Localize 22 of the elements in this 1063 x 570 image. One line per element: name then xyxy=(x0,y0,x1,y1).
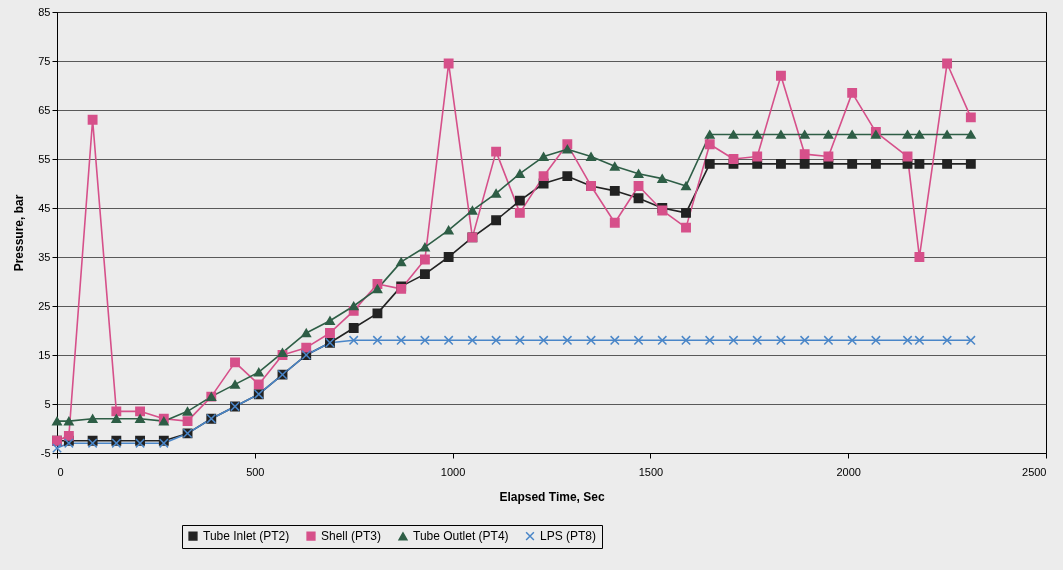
x-tick-label: 1000 xyxy=(440,465,466,478)
legend-label: LPS (PT8) xyxy=(540,529,597,544)
y-axis-title: Pressure, bar xyxy=(12,194,27,272)
x-tick-label: 1500 xyxy=(638,465,664,478)
x-tick-label: 2000 xyxy=(836,465,861,478)
legend-label: Shell (PT3) xyxy=(321,529,382,544)
y-tick-label: -5 xyxy=(40,446,51,459)
y-tick-label: 65 xyxy=(38,103,51,116)
legend-label: Tube Outlet (PT4) xyxy=(413,529,509,544)
y-tick-label: 45 xyxy=(38,201,51,214)
x-axis-title: Elapsed Time, Sec xyxy=(499,489,605,504)
x-tick-label: 0 xyxy=(57,465,64,478)
y-tick-label: 15 xyxy=(38,348,51,361)
y-tick-label: 85 xyxy=(38,5,51,18)
y-tick-label: 5 xyxy=(44,397,51,410)
y-tick-label: 25 xyxy=(38,299,51,312)
x-tick-label: 2500 xyxy=(1022,465,1047,478)
y-tick-label: 75 xyxy=(38,54,51,67)
legend-label: Tube Inlet (PT2) xyxy=(203,529,290,544)
y-tick-label: 35 xyxy=(38,250,51,263)
y-tick-label: 55 xyxy=(38,152,51,165)
x-tick-label: 500 xyxy=(246,465,265,478)
